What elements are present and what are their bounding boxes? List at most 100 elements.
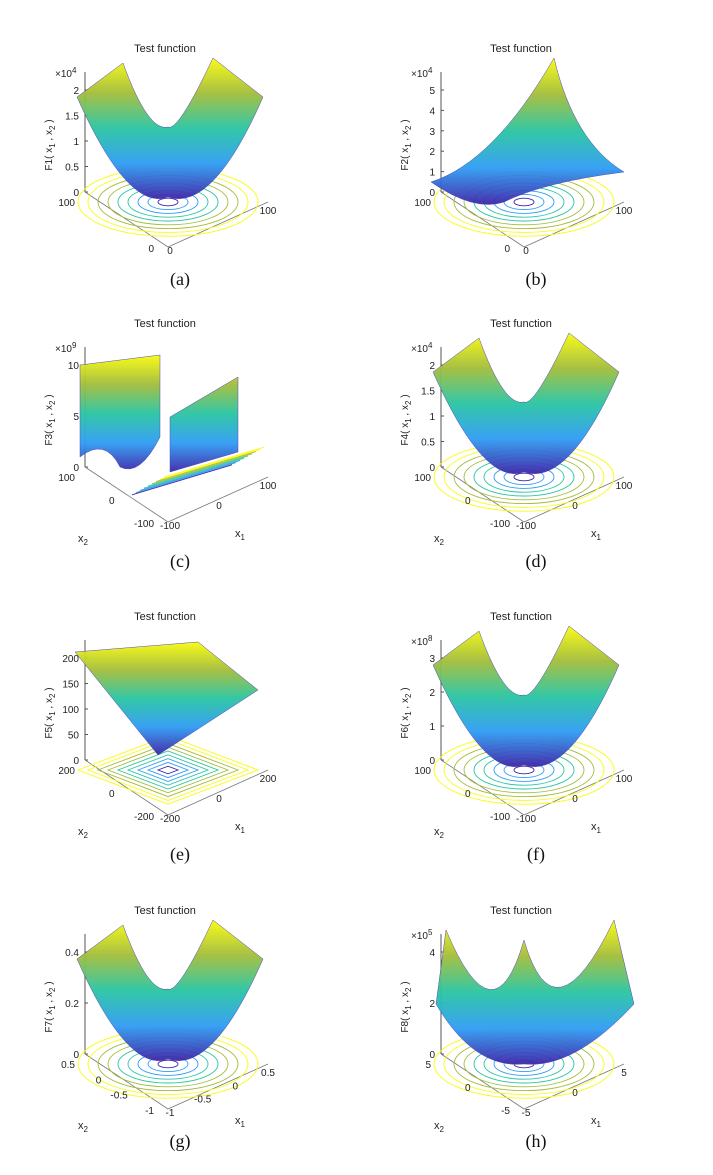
y-tick-label: -100 [134, 519, 154, 530]
x-tick-label: 0 [523, 246, 529, 257]
contour-line [147, 455, 249, 487]
contour-line [159, 448, 261, 480]
panel-caption: (g) [170, 1131, 191, 1152]
y-tick-label: 100 [414, 198, 431, 209]
z-exponent: ×104 [411, 66, 433, 80]
y-tick-label: -100 [490, 812, 510, 823]
chart-title: Test function [134, 43, 196, 55]
z-exponent: ×104 [411, 341, 433, 355]
floor-edge-left [440, 759, 525, 816]
z-tick-label: 0.4 [65, 948, 79, 959]
z-tick-label: 1 [73, 137, 79, 148]
contour-line [155, 451, 257, 483]
x-axis-label: x1 [235, 1115, 246, 1129]
z-axis-label: F5( x1 , x2 ) [44, 687, 57, 738]
floor-edge-left [84, 191, 169, 248]
z-tick-label: 1 [429, 412, 435, 423]
x-tick-label: 0 [167, 246, 173, 257]
x-tick-label: 0 [216, 794, 222, 805]
z-axis-label: F1( x1 , x2 ) [44, 119, 57, 170]
contour-lines [76, 735, 260, 805]
z-tick-label: 0 [73, 1050, 79, 1061]
x-tick-label: -200 [160, 814, 180, 825]
y-tick-label: 200 [58, 766, 75, 777]
z-tick-label: 200 [62, 654, 79, 665]
chart-title: Test function [490, 43, 552, 55]
y-tick-label: -200 [134, 812, 154, 823]
z-tick-label: 4 [429, 948, 435, 959]
x-tick-label: 100 [616, 481, 633, 492]
contour-line [513, 472, 535, 482]
y-tick-label: 0 [465, 496, 471, 507]
contour-line [116, 750, 220, 790]
contour-line [106, 746, 230, 794]
contour-line [135, 462, 237, 494]
z-tick-label: 1 [429, 722, 435, 733]
panel-caption: (a) [170, 269, 190, 290]
contour-line [86, 739, 250, 801]
y-tick-label: 0 [96, 1075, 102, 1086]
z-tick-label: 1 [429, 168, 435, 179]
floor-edge-right [523, 476, 625, 523]
z-tick-label: 1.5 [421, 387, 435, 398]
x-tick-label: 200 [260, 774, 277, 785]
contour-line [151, 453, 253, 485]
floor-edge-right [167, 201, 269, 248]
contour-lines [131, 446, 265, 496]
floor-edge-right [523, 1063, 625, 1110]
chart-panel-4: Test function ×104 2 1.5 1 0.5 0 F4( x1 , x2 ) 1… [400, 318, 633, 572]
x-axis-label: x1 [591, 821, 602, 835]
panel-caption: (d) [526, 551, 547, 572]
contour-line [163, 446, 265, 478]
floor-edge-left [440, 1053, 525, 1110]
z-tick-label: 2 [429, 361, 435, 372]
z-exponent: ×109 [55, 341, 77, 355]
y-axis-label: x2 [78, 826, 89, 840]
y-tick-label: -5 [501, 1106, 510, 1117]
panel-caption: (f) [527, 844, 545, 865]
surface-plot [74, 641, 259, 756]
x-tick-label: 5 [621, 1068, 627, 1079]
z-exponent: ×108 [411, 634, 433, 648]
surface-plot [432, 332, 620, 474]
y-axis-label: x2 [434, 1120, 445, 1134]
z-tick-label: 0 [73, 756, 79, 767]
contour-line [139, 459, 241, 491]
z-axis-label: F4( x1 , x2 ) [400, 394, 413, 445]
contour-line [131, 464, 233, 496]
surface-plot [79, 354, 239, 473]
z-tick-label: 2 [429, 999, 435, 1010]
x-tick-label: -0.5 [194, 1095, 212, 1106]
y-tick-label: -0.5 [110, 1091, 128, 1102]
z-tick-label: 150 [62, 680, 79, 691]
z-tick-label: 10 [68, 361, 80, 372]
contour-line [157, 1059, 179, 1069]
z-tick-label: 50 [68, 731, 80, 742]
floor-edge-right [167, 476, 269, 523]
surface-plot [76, 57, 264, 199]
x-tick-label: 0 [572, 501, 578, 512]
x-tick-label: 100 [260, 206, 277, 217]
z-tick-label: 0 [73, 188, 79, 199]
y-axis-label: x2 [434, 826, 445, 840]
y-axis-label: x2 [78, 1120, 89, 1134]
y-tick-label: 0 [109, 496, 115, 507]
y-tick-label: 100 [58, 473, 75, 484]
chart-title: Test function [134, 318, 196, 330]
z-tick-label: 5 [73, 412, 79, 423]
z-tick-label: 0 [429, 756, 435, 767]
z-exponent: ×105 [411, 928, 433, 942]
chart-title: Test function [490, 905, 552, 917]
y-tick-label: -1 [145, 1106, 154, 1117]
chart-title: Test function [490, 318, 552, 330]
contour-line [157, 197, 179, 207]
z-exponent: ×104 [55, 66, 77, 80]
surface-plot [435, 919, 635, 1065]
contour-line [126, 754, 210, 786]
contour-line [76, 735, 260, 805]
